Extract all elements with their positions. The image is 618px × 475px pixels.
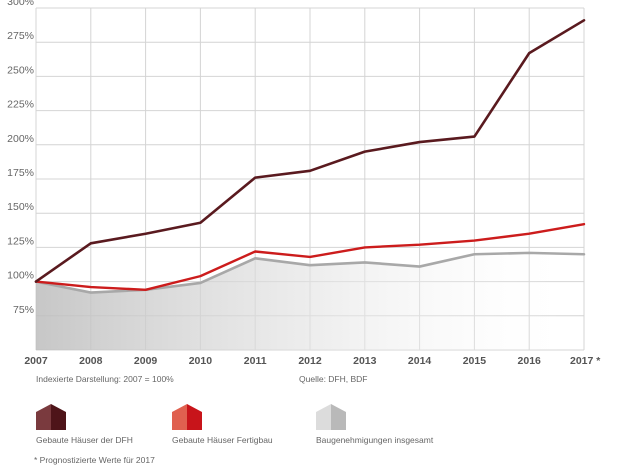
x-tick-label: 2014 [408, 355, 432, 367]
y-tick-label: 150% [7, 201, 34, 213]
series-line-baugenehmigungen [34, 251, 586, 294]
x-tick-label: 2009 [134, 355, 158, 367]
y-tick-label: 275% [7, 30, 34, 42]
y-tick-label: 175% [7, 167, 34, 179]
legend-label-baugenehmigungen: Baugenehmigungen insgesamt [316, 435, 434, 445]
x-tick-label: 2012 [298, 355, 322, 367]
x-tick-label: 2017 * [570, 355, 601, 367]
x-tick-label: 2016 [518, 355, 542, 367]
y-tick-label: 100% [7, 270, 34, 282]
y-axis-ticks: 75% 100% 125% 150% 175% 200% 225% 250% 275% 300% [7, 0, 34, 316]
y-tick-label: 75% [13, 304, 34, 316]
chart-area-fill [36, 252, 584, 350]
legend-icon-dfh [36, 404, 66, 430]
legend-icon-fertigbau [172, 404, 202, 430]
footnote: * Prognostizierte Werte für 2017 [34, 455, 155, 465]
y-tick-label: 200% [7, 133, 34, 145]
indexed-note: Indexierte Darstellung: 2007 = 100% [36, 374, 174, 384]
legend-icon-baugenehmigungen [316, 404, 346, 430]
x-tick-label: 2007 [24, 355, 48, 367]
y-tick-label: 225% [7, 99, 34, 111]
y-tick-label: 250% [7, 64, 34, 76]
x-tick-label: 2015 [463, 355, 487, 367]
series-line-dfh [34, 19, 586, 283]
legend-label-dfh: Gebaute Häuser der DFH [36, 435, 133, 445]
x-tick-label: 2010 [189, 355, 213, 367]
chart-series [34, 19, 586, 294]
y-tick-label: 125% [7, 235, 34, 247]
x-tick-label: 2011 [244, 355, 267, 367]
x-tick-label: 2008 [79, 355, 103, 367]
source-note: Quelle: DFH, BDF [299, 374, 368, 384]
x-tick-label: 2013 [353, 355, 377, 367]
x-axis-ticks: 2007 2008 2009 2010 2011 2012 2013 2014 2015 2016… [24, 355, 601, 367]
y-tick-label: 300% [7, 0, 34, 8]
series-line-fertigbau [34, 222, 586, 292]
legend-label-fertigbau: Gebaute Häuser Fertigbau [172, 435, 273, 445]
area-under-baugenehmigungen [36, 252, 584, 350]
line-chart: 75%100%125%150%175%200%225%250%275%300% … [7, 0, 601, 367]
